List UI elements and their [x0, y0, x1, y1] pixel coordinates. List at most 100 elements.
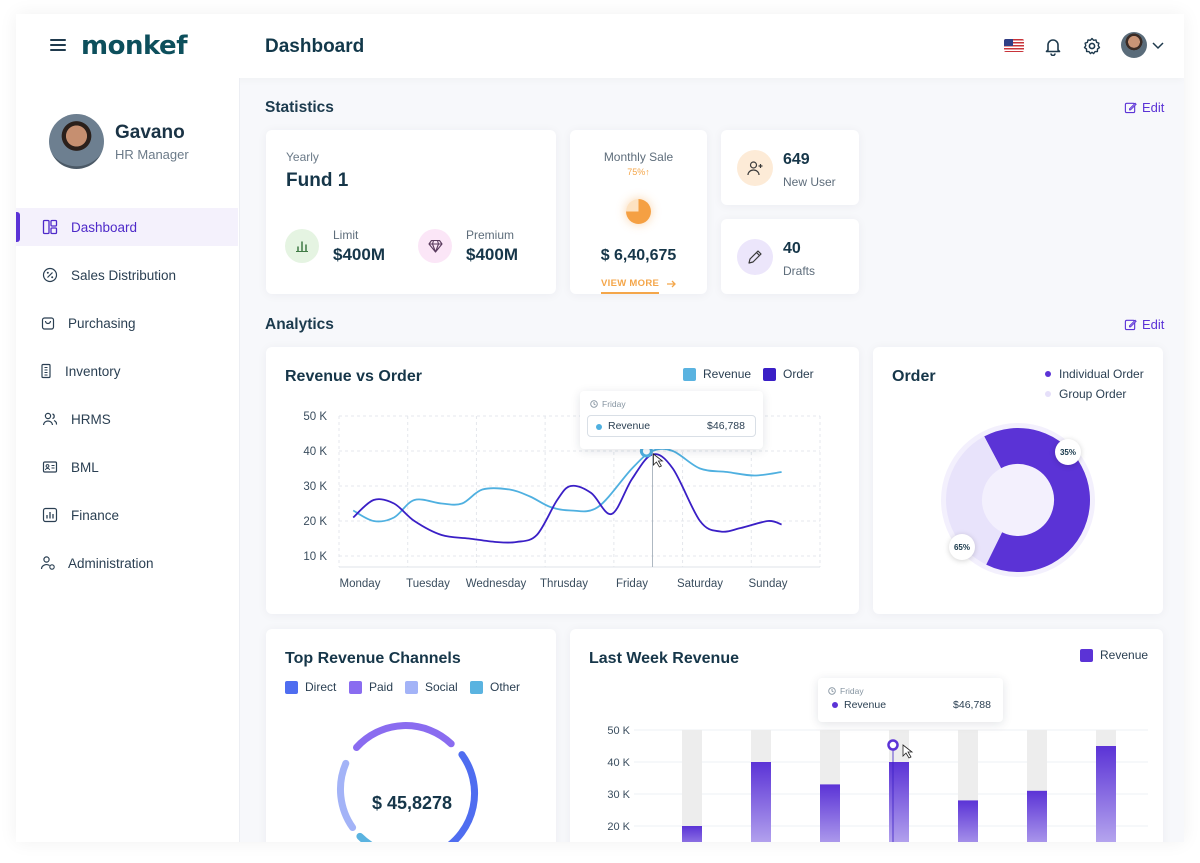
sidebar-item-purchasing[interactable]: Purchasing [16, 304, 238, 342]
statistics-title: Statistics [265, 99, 334, 116]
legend-revenue[interactable]: Revenue [683, 367, 751, 381]
tooltip-row: Revenue $46,788 [587, 415, 756, 437]
bar-tooltip: Friday Revenue $46,788 [818, 678, 1003, 722]
premium-label: Premium [466, 228, 515, 242]
legend-label: Other [490, 680, 521, 694]
bar [1027, 790, 1047, 842]
premium-icon-circle [418, 229, 452, 263]
legend-label: Revenue [1100, 648, 1149, 662]
percent-icon [42, 267, 58, 283]
legend-direct[interactable]: Direct [285, 680, 336, 694]
sidebar-item-dashboard[interactable]: Dashboard [16, 208, 238, 246]
last-week-revenue-card: Last Week Revenue Revenue 50 K 40 K 30 K 20… [570, 629, 1163, 842]
fund-card: Yearly Fund 1 Limit $400M Premium $400M [266, 130, 556, 294]
x-tick-label: Friday [616, 578, 648, 590]
edit-label: Edit [1142, 100, 1165, 115]
sidebar-item-finance[interactable]: Finance [16, 496, 238, 534]
drafts-label: Drafts [783, 264, 816, 278]
ring-segment-direct [447, 751, 478, 842]
y-tick-label: 40 K [303, 446, 327, 458]
sidebar-item-administration[interactable]: Administration [16, 544, 238, 582]
y-tick-label: 30 K [303, 481, 327, 493]
top-channels-title: Top Revenue Channels [285, 650, 461, 667]
cursor-pointer-icon [653, 453, 664, 468]
legend-label: Group Order [1059, 387, 1127, 401]
page-title: Dashboard [265, 36, 365, 57]
legend-group-order[interactable]: Group Order [1045, 387, 1126, 401]
new-user-icon-circle [737, 150, 773, 186]
x-tick-label: Saturday [677, 578, 723, 590]
gear-icon[interactable] [1082, 36, 1102, 56]
y-tick-label: 20 K [607, 821, 630, 833]
legend-paid[interactable]: Paid [349, 680, 393, 694]
legend-swatch [470, 680, 483, 694]
last-week-bar-chart: 50 K40 K30 K20 K10 K [607, 725, 1148, 842]
last-week-title: Last Week Revenue [589, 650, 739, 667]
profile-name: Gavano [115, 122, 185, 143]
app-logo[interactable]: monkef [81, 31, 188, 61]
x-tick-label: Tuesday [406, 578, 450, 590]
revenue-vs-order-card: Revenue vs Order Revenue Order 50 K 40 K 3… [266, 347, 859, 614]
top-revenue-channels-card: Top Revenue Channels Direct Paid Social … [266, 629, 556, 842]
limit-icon-circle [285, 229, 319, 263]
channels-ring-chart [336, 722, 478, 842]
legend-label: Paid [369, 680, 394, 694]
bar [820, 784, 840, 842]
bar [682, 826, 702, 842]
tooltip-day-label: Friday [602, 399, 626, 409]
donut-slice-0 [946, 428, 1090, 572]
view-more-link[interactable]: VIEW MORE [601, 278, 660, 294]
clock-icon [590, 400, 598, 408]
chevron-down-icon[interactable] [1152, 40, 1164, 50]
bell-icon[interactable] [1043, 36, 1063, 56]
sidebar-item-sales-distribution[interactable]: Sales Distribution [16, 256, 238, 294]
sidebar-item-inventory[interactable]: Inventory [16, 352, 238, 390]
x-tick-label: Thrusday [540, 578, 588, 590]
legend-swatch [1080, 648, 1093, 662]
legend-social[interactable]: Social [405, 680, 458, 694]
new-user-value: 649 [783, 151, 810, 168]
legend-swatch [683, 367, 696, 381]
tooltip-key: Revenue [608, 420, 651, 432]
legend-other[interactable]: Other [470, 680, 520, 694]
sidebar-item-label: BML [71, 459, 99, 475]
y-tick-label: 10 K [303, 551, 327, 563]
limit-label: Limit [333, 228, 359, 242]
tooltip-value: $46,788 [953, 699, 991, 711]
arrow-right-icon[interactable] [665, 278, 677, 290]
x-tick-label: Monday [340, 578, 381, 590]
tooltip-dot [832, 702, 838, 708]
order-title: Order [892, 368, 936, 385]
sidebar-item-bml[interactable]: BML [16, 448, 238, 486]
drafts-icon-circle [737, 239, 773, 275]
bar-background [682, 730, 702, 842]
chart-icon [42, 507, 58, 523]
dashboard-icon [42, 219, 58, 235]
order-donut-chart [941, 423, 1095, 577]
legend-label: Order [783, 367, 814, 381]
series-line-revenue [352, 447, 782, 523]
tooltip-day: Friday [828, 686, 864, 696]
legend-revenue[interactable]: Revenue [1080, 648, 1148, 662]
bag-icon [41, 317, 55, 330]
series-line-order [352, 453, 782, 544]
us-flag-icon[interactable] [1004, 39, 1024, 52]
analytics-edit-link[interactable]: Edit [1124, 317, 1164, 332]
new-user-label: New User [783, 175, 836, 189]
donut-label-group: 65% [949, 534, 975, 560]
channels-total: $ 45,8278 [371, 793, 453, 813]
ring-segment-social [336, 759, 357, 831]
statistics-edit-link[interactable]: Edit [1124, 100, 1164, 115]
bar-chart-icon [296, 241, 308, 252]
legend-individual-order[interactable]: Individual Order [1045, 367, 1144, 381]
legend-swatch [1045, 371, 1051, 377]
sidebar-item-label: HRMS [71, 411, 111, 427]
x-tick-label: Wednesday [466, 578, 527, 590]
sidebar-item-hrms[interactable]: HRMS [16, 400, 238, 438]
user-avatar[interactable] [1121, 32, 1147, 58]
legend-label: Direct [305, 680, 337, 694]
sidebar-item-label: Sales Distribution [71, 267, 177, 283]
legend-order[interactable]: Order [763, 367, 814, 381]
y-tick-label: 20 K [303, 516, 327, 528]
menu-icon[interactable] [50, 39, 66, 51]
